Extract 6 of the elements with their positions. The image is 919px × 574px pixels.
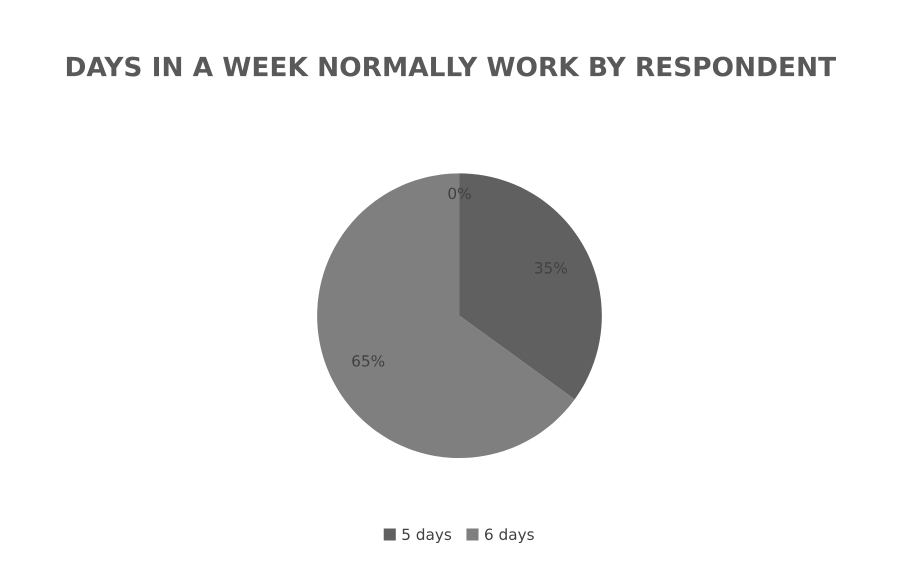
text: 0%: [448, 188, 471, 200]
legend-label: 6 days: [485, 528, 534, 544]
legend-label: 5 days: [402, 528, 452, 544]
pie-slice: [317, 173, 575, 458]
chart-title: DAYS IN A WEEK NORMALLY WORK BY RESPONDENT: [66, 56, 836, 77]
data-label: 65%: [352, 355, 384, 367]
